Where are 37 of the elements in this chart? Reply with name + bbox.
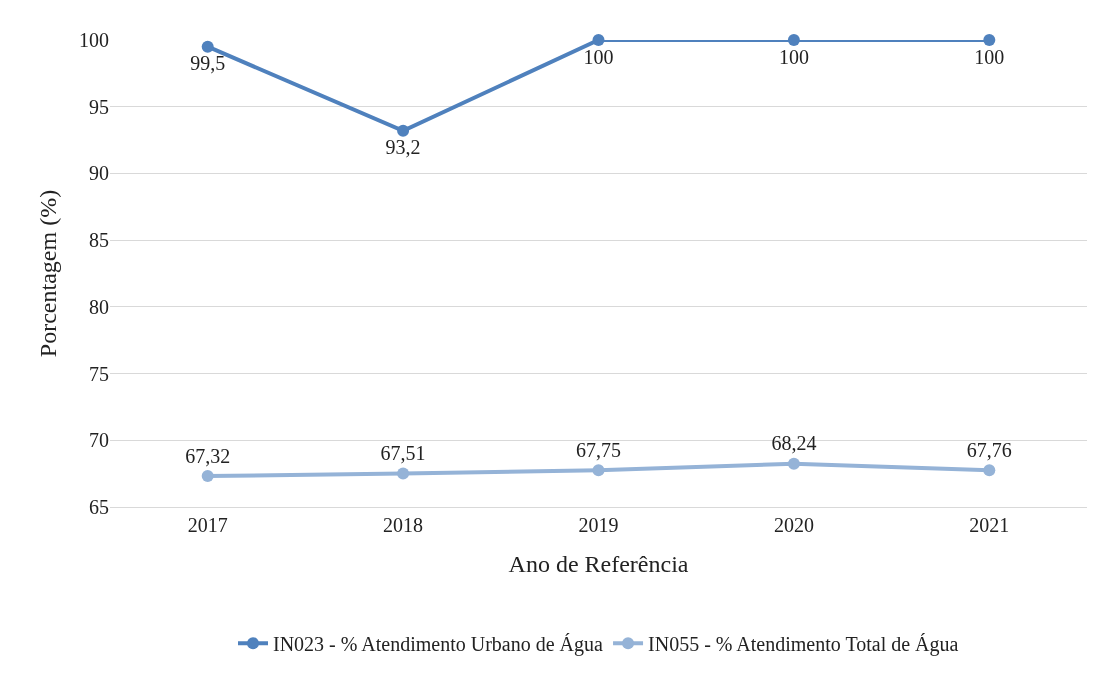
x-tick-label: 2020 — [773, 514, 814, 536]
data-label: 100 — [583, 45, 614, 68]
x-tick-label: 2017 — [187, 514, 228, 536]
point — [397, 124, 410, 137]
y-axis-title: Porcentagem (%) — [35, 189, 62, 358]
y-tick-label: 90 — [89, 162, 109, 185]
point — [592, 464, 605, 477]
point — [787, 34, 800, 46]
y-tick-label: 95 — [89, 95, 109, 118]
y-tick-label: 75 — [89, 362, 109, 385]
point — [983, 34, 996, 46]
y-tick-label: 100 — [79, 29, 109, 51]
data-label: 100 — [778, 45, 809, 68]
point — [592, 34, 605, 46]
point — [983, 464, 996, 477]
data-label: 93,2 — [385, 136, 421, 159]
x-axis-title: Ano de Referência — [508, 551, 689, 578]
point — [787, 457, 800, 470]
x-tick-label: 2021 — [969, 514, 1010, 536]
legend-label: IN055 - % Atendimento Total de Água — [648, 633, 959, 657]
y-tick-label: 85 — [89, 229, 109, 252]
data-label: 67,76 — [966, 438, 1012, 461]
data-label: 99,5 — [190, 52, 226, 75]
point — [397, 467, 410, 480]
point — [201, 40, 214, 53]
legend-label: IN023 - % Atendimento Urbano de Água — [273, 633, 604, 657]
x-tick-label: 2019 — [578, 514, 619, 536]
data-label: 68,24 — [771, 432, 817, 455]
y-tick-label: 70 — [89, 429, 109, 452]
y-tick-label: 65 — [89, 496, 109, 518]
data-label: 67,32 — [185, 444, 231, 467]
x-tick-label: 2018 — [383, 514, 424, 536]
point — [201, 470, 214, 483]
data-label: 67,75 — [576, 438, 621, 461]
data-label: 67,51 — [380, 442, 426, 465]
data-label: 100 — [974, 45, 1005, 68]
y-tick-label: 80 — [89, 295, 109, 318]
